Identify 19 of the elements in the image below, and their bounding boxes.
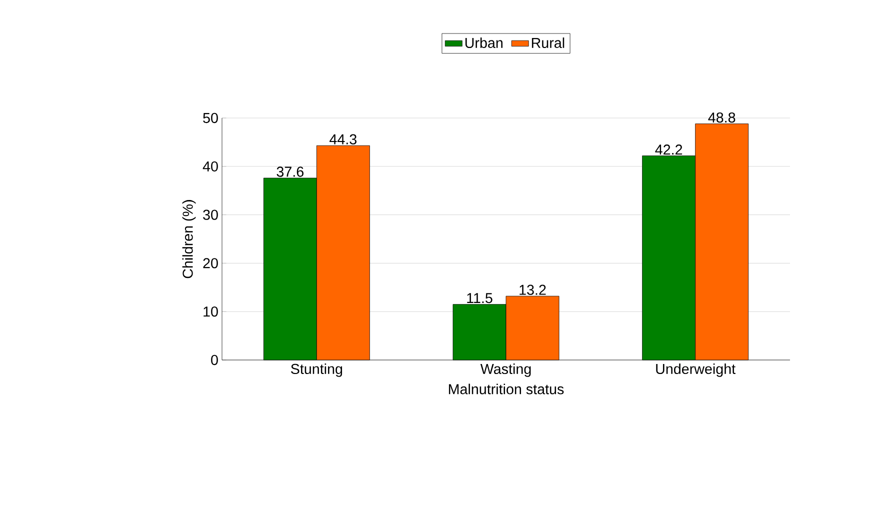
legend-label: Rural (532, 37, 564, 48)
data-label: 11.5 (467, 293, 492, 304)
data-label: 13.2 (520, 284, 546, 295)
x-axis-title: Malnutrition status (448, 384, 564, 394)
y-tick-label: 30 (203, 210, 218, 220)
data-label: 37.6 (276, 166, 304, 177)
data-label: 44.3 (330, 134, 356, 144)
y-tick-label: 10 (204, 306, 218, 317)
y-tick-label: 0 (211, 354, 218, 366)
legend-label: Urban (465, 37, 502, 48)
data-label: 42.2 (655, 144, 682, 155)
data-label: 48.8 (708, 112, 736, 123)
y-tick-label: 50 (203, 112, 218, 124)
y-axis-title: Children (%) (182, 200, 196, 278)
y-tick-label: 20 (203, 258, 218, 268)
x-tick-label: Underweight (656, 364, 736, 377)
x-tick-label: Wasting (480, 364, 531, 377)
y-tick-label: 40 (202, 161, 218, 172)
x-tick-label: Stunting (291, 364, 342, 377)
